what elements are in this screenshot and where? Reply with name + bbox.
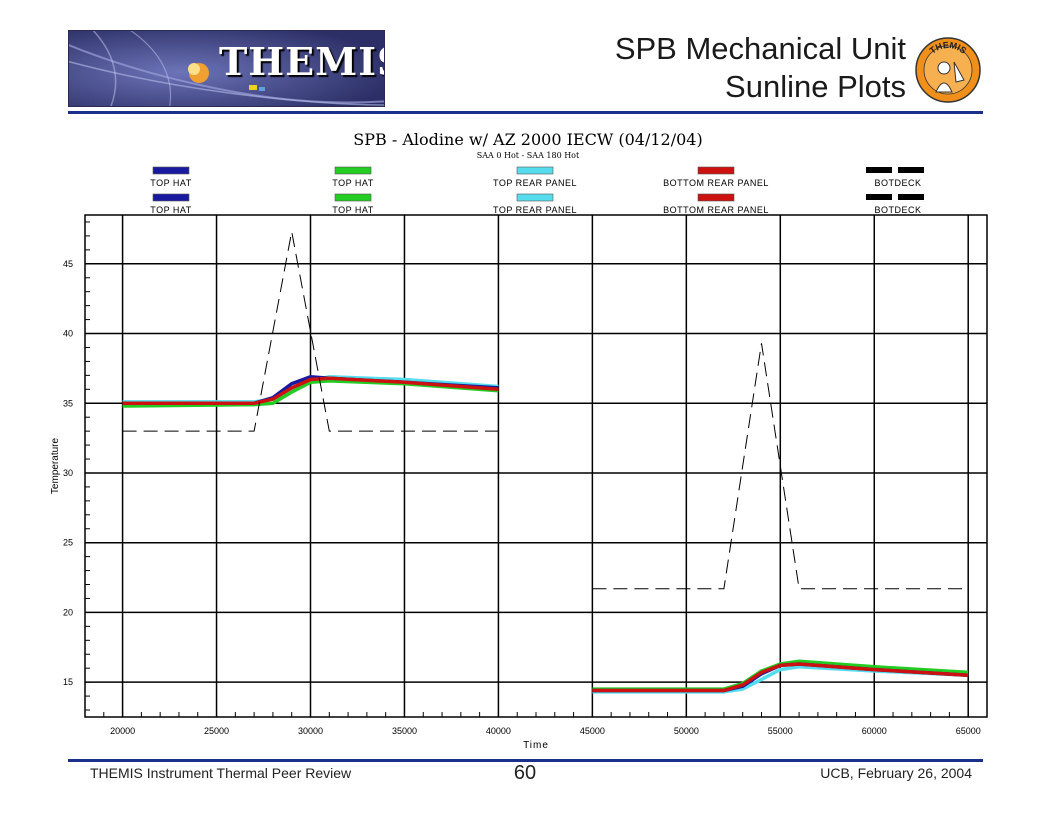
legend-swatch xyxy=(152,193,190,202)
x-tick-label: 25000 xyxy=(204,726,229,736)
slide-title-line-1: SPB Mechanical Unit xyxy=(614,31,906,66)
legend-label: TOP HAT xyxy=(150,205,192,215)
legend-label: BOTTOM REAR PANEL xyxy=(663,205,769,215)
legend-label: TOP HAT xyxy=(332,178,374,188)
legend-swatch xyxy=(152,166,190,175)
legend-swatch xyxy=(516,166,554,175)
sunline-chart: SPB - Alodine w/ AZ 2000 IECW (04/12/04)… xyxy=(50,130,988,751)
y-tick-label: 20 xyxy=(63,607,73,617)
legend-swatch xyxy=(697,166,735,175)
y-tick-label: 15 xyxy=(63,677,73,687)
legend-label: TOP REAR PANEL xyxy=(493,178,577,188)
header-rule xyxy=(68,111,983,114)
legend-swatch xyxy=(697,193,735,202)
y-tick-label: 40 xyxy=(63,329,73,339)
x-tick-label: 20000 xyxy=(110,726,135,736)
footer-date: UCB, February 26, 2004 xyxy=(820,765,972,781)
legend-label: TOP HAT xyxy=(332,205,374,215)
themis-logo-banner: THEMIS xyxy=(68,30,385,107)
y-tick-label: 35 xyxy=(63,398,73,408)
legend-label: BOTTOM REAR PANEL xyxy=(663,178,769,188)
legend-label: TOP HAT xyxy=(150,178,192,188)
legend-swatch xyxy=(898,194,924,200)
legend-swatch xyxy=(866,194,892,200)
legend-swatch xyxy=(334,193,372,202)
legend-label: BOTDECK xyxy=(874,178,921,188)
logo-text: THEMIS xyxy=(219,39,384,84)
themis-orbit-graphic xyxy=(69,31,384,106)
x-tick-label: 45000 xyxy=(580,726,605,736)
legend-swatch xyxy=(898,167,924,173)
x-tick-label: 35000 xyxy=(392,726,417,736)
x-tick-label: 50000 xyxy=(674,726,699,736)
y-axis-label: Temperature xyxy=(50,437,61,494)
page-number: 60 xyxy=(513,762,537,784)
footer-rule xyxy=(68,759,983,762)
themis-seal-icon: THEMIS xyxy=(915,37,981,103)
series-line xyxy=(122,376,499,406)
footer-event: THEMIS Instrument Thermal Peer Review xyxy=(90,765,352,781)
legend-label: TOP REAR PANEL xyxy=(493,205,577,215)
series-line-dashed xyxy=(122,231,499,432)
slide-title: SPB Mechanical Unit Sunline Plots xyxy=(615,30,906,106)
legend-swatch xyxy=(866,167,892,173)
chart-title: SPB - Alodine w/ AZ 2000 IECW (04/12/04) xyxy=(353,130,702,149)
legend-swatch xyxy=(516,193,554,202)
legend-swatch xyxy=(334,166,372,175)
chart-subtitle: SAA 0 Hot - SAA 180 Hot xyxy=(477,151,580,160)
x-tick-label: 65000 xyxy=(956,726,981,736)
y-tick-label: 45 xyxy=(63,259,73,269)
x-tick-label: 30000 xyxy=(298,726,323,736)
x-axis-label: Time xyxy=(523,740,549,751)
plot-area xyxy=(84,214,988,718)
x-tick-label: 40000 xyxy=(486,726,511,736)
series-line-dashed xyxy=(592,343,969,590)
series-line xyxy=(592,662,969,693)
y-tick-label: 25 xyxy=(63,538,73,548)
x-tick-label: 60000 xyxy=(862,726,887,736)
x-tick-label: 55000 xyxy=(768,726,793,736)
legend-label: BOTDECK xyxy=(874,205,921,215)
y-tick-label: 30 xyxy=(63,468,73,478)
slide-title-line-2: Sunline Plots xyxy=(725,69,906,104)
